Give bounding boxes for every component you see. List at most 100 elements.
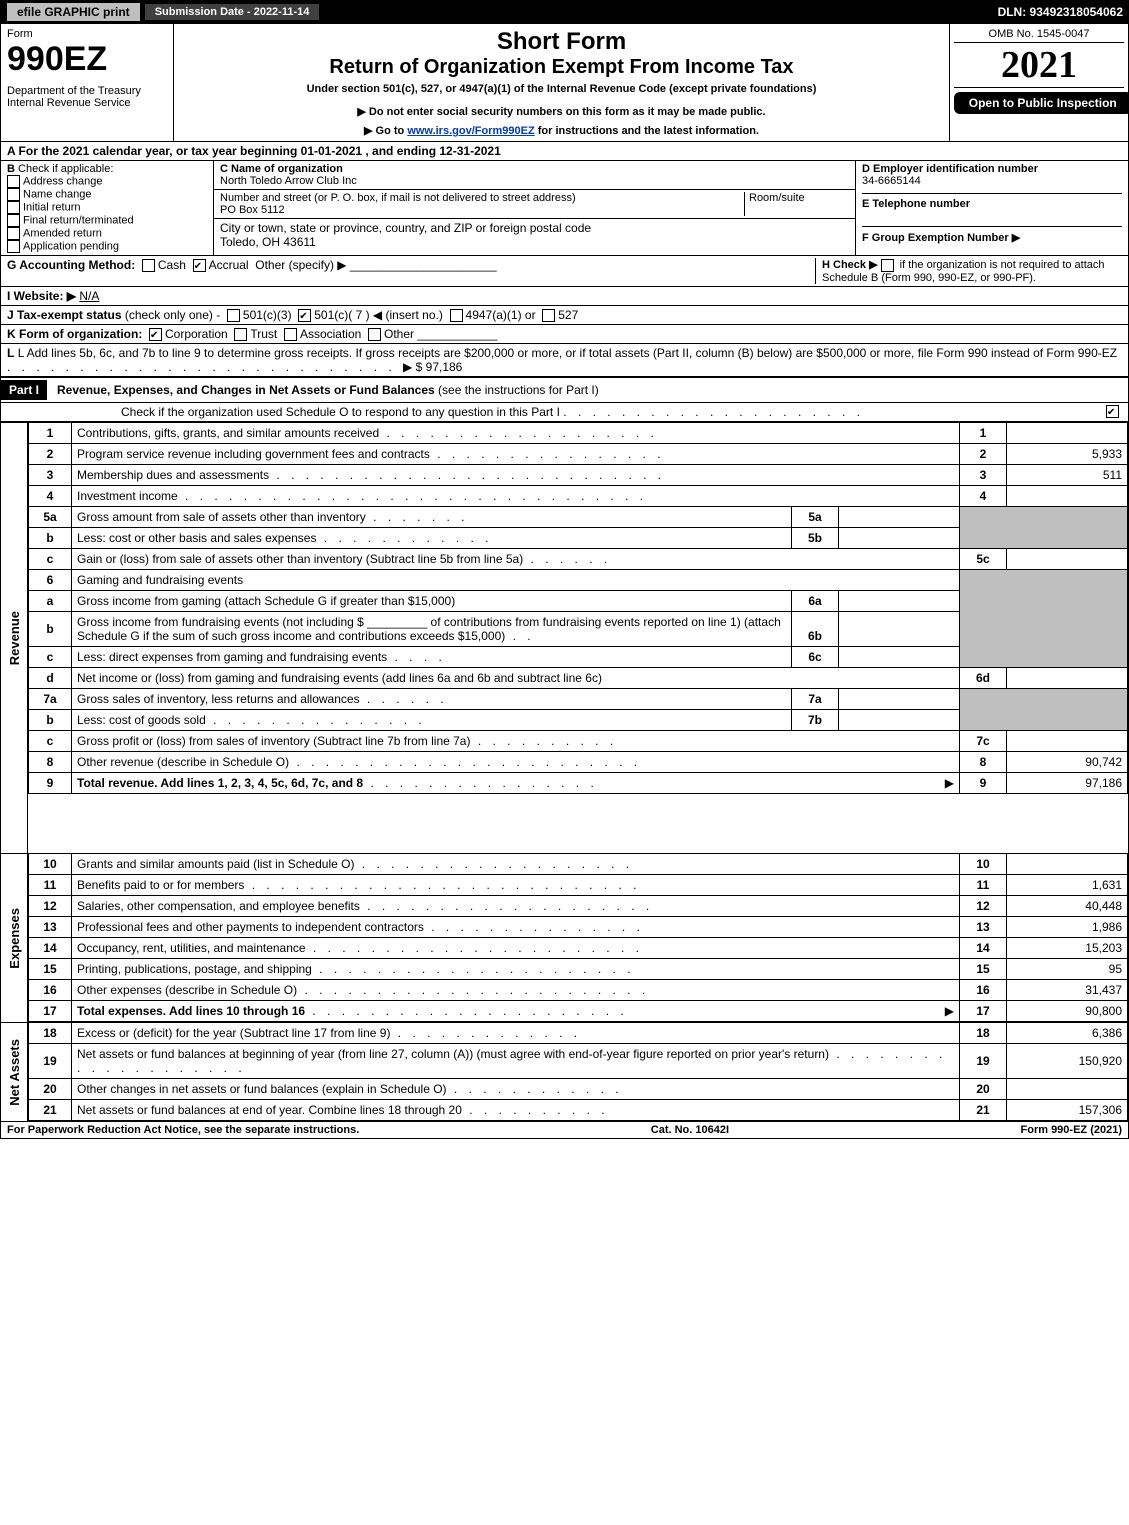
chk-4947[interactable] xyxy=(450,309,463,322)
i-lbl: I Website: ▶ xyxy=(7,289,76,303)
b-label: B xyxy=(7,163,15,175)
website: N/A xyxy=(79,289,99,303)
room-suite-lbl: Room/suite xyxy=(744,192,849,216)
lbl-501c3: 501(c)(3) xyxy=(243,308,292,322)
lbl-address: Address change xyxy=(23,175,103,187)
side-net-assets: Net Assets xyxy=(1,1022,28,1121)
chk-final[interactable] xyxy=(7,214,20,227)
street-lbl: Number and street (or P. O. box, if mail… xyxy=(220,192,576,204)
goto-pre: ▶ Go to xyxy=(364,125,407,137)
goto-line: ▶ Go to www.irs.gov/Form990EZ for instru… xyxy=(180,124,943,137)
lbl-other-org: Other xyxy=(384,327,414,341)
part1-check-text: Check if the organization used Schedule … xyxy=(121,405,560,419)
lbl-corp: Corporation xyxy=(165,327,228,341)
form-header: Form 990EZ Department of the Treasury In… xyxy=(1,24,1128,142)
lbl-pending: Application pending xyxy=(23,240,119,252)
chk-527[interactable] xyxy=(542,309,555,322)
street: PO Box 5112 xyxy=(220,204,285,216)
chk-assoc[interactable] xyxy=(284,328,297,341)
f-lbl: F Group Exemption Number ▶ xyxy=(862,232,1020,244)
city-lbl: City or town, state or province, country… xyxy=(220,221,591,235)
row-l: L L Add lines 5b, 6c, and 7b to line 9 t… xyxy=(1,344,1128,377)
part1-header: Part I Revenue, Expenses, and Changes in… xyxy=(1,377,1128,403)
j-sub: (check only one) - xyxy=(125,308,220,322)
chk-501c3[interactable] xyxy=(227,309,240,322)
row-j: J Tax-exempt status (check only one) - 5… xyxy=(1,306,1128,325)
b-check-label: Check if applicable: xyxy=(18,163,113,175)
open-public: Open to Public Inspection xyxy=(954,92,1129,114)
section-bcdef: B Check if applicable: Address change Na… xyxy=(1,161,1128,256)
form-number: 990EZ xyxy=(7,40,167,79)
chk-name[interactable] xyxy=(7,188,20,201)
chk-amended[interactable] xyxy=(7,227,20,240)
omb: OMB No. 1545-0047 xyxy=(954,26,1124,43)
efile-print-button[interactable]: efile GRAPHIC print xyxy=(6,2,141,22)
chk-schedule-o[interactable] xyxy=(1106,405,1119,418)
lbl-cash: Cash xyxy=(158,258,186,272)
revenue-table: 1Contributions, gifts, grants, and simil… xyxy=(28,422,1128,794)
j-lbl: J Tax-exempt status xyxy=(7,308,122,322)
chk-trust[interactable] xyxy=(234,328,247,341)
row-k: K Form of organization: Corporation Trus… xyxy=(1,325,1128,344)
lbl-527: 527 xyxy=(558,308,578,322)
l-text: L Add lines 5b, 6c, and 7b to line 9 to … xyxy=(18,346,1117,360)
gross-receipts: 97,186 xyxy=(426,360,463,374)
lbl-final: Final return/terminated xyxy=(23,214,134,226)
row-i: I Website: ▶ N/A xyxy=(1,287,1128,306)
footer: For Paperwork Reduction Act Notice, see … xyxy=(1,1121,1128,1138)
city: Toledo, OH 43611 xyxy=(220,235,316,249)
lbl-namechg: Name change xyxy=(23,188,92,200)
paperwork-notice: For Paperwork Reduction Act Notice, see … xyxy=(7,1124,359,1136)
side-revenue: Revenue xyxy=(1,422,28,853)
submission-date: Submission Date - 2022-11-14 xyxy=(145,4,320,21)
dln: DLN: 93492318054062 xyxy=(998,5,1123,19)
chk-501c[interactable] xyxy=(298,309,311,322)
chk-pending[interactable] xyxy=(7,240,20,253)
ein: 34-6665144 xyxy=(862,175,921,187)
under-section: Under section 501(c), 527, or 4947(a)(1)… xyxy=(180,83,943,95)
part1-badge: Part I xyxy=(1,380,47,400)
row-gh: G Accounting Method: Cash Accrual Other … xyxy=(1,256,1128,287)
title-return: Return of Organization Exempt From Incom… xyxy=(180,56,943,79)
c-name-lbl: C Name of organization xyxy=(220,163,343,175)
chk-other-org[interactable] xyxy=(368,328,381,341)
d-lbl: D Employer identification number xyxy=(862,163,1038,175)
tax-year: 2021 xyxy=(954,43,1124,88)
warning-ssn: ▶ Do not enter social security numbers o… xyxy=(180,105,943,118)
l-arrow: ▶ $ xyxy=(403,360,422,374)
goto-post: for instructions and the latest informat… xyxy=(535,125,759,137)
g-lbl: G Accounting Method: xyxy=(7,258,135,272)
chk-initial[interactable] xyxy=(7,201,20,214)
top-bar: efile GRAPHIC print Submission Date - 20… xyxy=(0,0,1129,24)
lbl-4947: 4947(a)(1) or xyxy=(466,308,536,322)
net-assets-table: 18Excess or (deficit) for the year (Subt… xyxy=(28,1022,1128,1121)
h-lbl: H Check ▶ xyxy=(822,259,878,271)
chk-cash[interactable] xyxy=(142,259,155,272)
cat-no: Cat. No. 10642I xyxy=(651,1124,729,1136)
e-lbl: E Telephone number xyxy=(862,198,970,210)
form-ref: Form 990-EZ (2021) xyxy=(1021,1124,1123,1136)
title-short-form: Short Form xyxy=(180,28,943,56)
side-expenses: Expenses xyxy=(1,853,28,1022)
lbl-501c: 501(c)( 7 ) ◀ (insert no.) xyxy=(314,308,443,322)
chk-h[interactable] xyxy=(881,259,894,272)
chk-corp[interactable] xyxy=(149,328,162,341)
lbl-assoc: Association xyxy=(300,327,361,341)
chk-accrual[interactable] xyxy=(193,259,206,272)
lbl-initial: Initial return xyxy=(23,201,80,213)
lbl-other-method: Other (specify) ▶ xyxy=(255,258,346,272)
lbl-amended: Amended return xyxy=(23,227,102,239)
lbl-trust: Trust xyxy=(250,327,277,341)
lbl-accrual: Accrual xyxy=(209,258,249,272)
department: Department of the Treasury Internal Reve… xyxy=(7,85,167,109)
part1-check-row: Check if the organization used Schedule … xyxy=(1,403,1128,422)
form-label: Form xyxy=(7,28,167,40)
part1-instr: (see the instructions for Part I) xyxy=(438,383,599,397)
chk-address[interactable] xyxy=(7,175,20,188)
line-a: A For the 2021 calendar year, or tax yea… xyxy=(1,142,1128,161)
irs-link[interactable]: www.irs.gov/Form990EZ xyxy=(407,125,534,137)
k-lbl: K Form of organization: xyxy=(7,327,142,341)
part1-title: Revenue, Expenses, and Changes in Net As… xyxy=(57,383,435,397)
expenses-table: 10Grants and similar amounts paid (list … xyxy=(28,853,1128,1022)
org-name: North Toledo Arrow Club Inc xyxy=(220,175,357,187)
